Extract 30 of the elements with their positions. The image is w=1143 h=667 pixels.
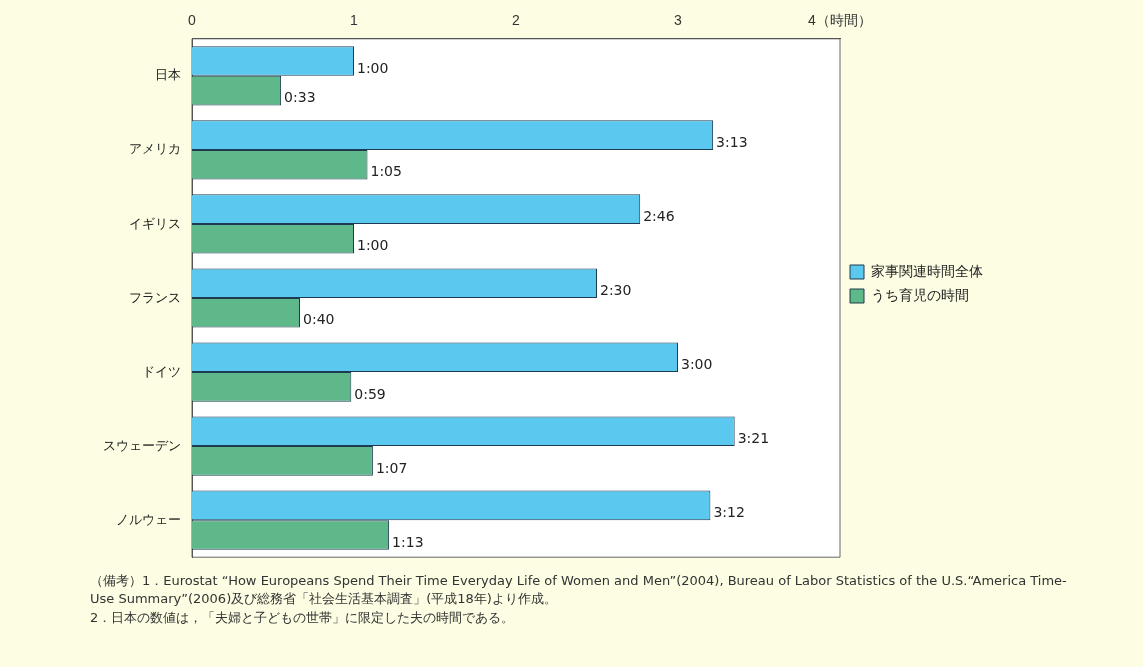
data-label: 1:07 [375,459,408,476]
x-tick-label: 4（時間） [808,12,872,29]
data-label: 1:00 [357,59,389,76]
x-tick-label: 3 [674,12,683,29]
legend-label: うち育児の時間 [871,286,969,303]
data-label: 1:00 [357,237,389,254]
x-tick-label: 1 [350,12,359,29]
y-tick-label: アメリカ [129,141,181,157]
data-label: 0:40 [303,311,335,328]
text: 2．日本の数値は，「夫婦と子どもの世帯」に限定した夫の時間である。 [90,609,516,627]
y-tick-label: 日本 [155,67,181,83]
data-label: 1:13 [392,533,424,550]
data-label: 2:30 [600,281,632,298]
y-tick-label: フランス [129,289,181,305]
legend-label: 家事関連時間全体 [871,262,983,279]
data-label: 0:33 [284,89,316,106]
data-label: 3:00 [681,355,713,372]
x-tick-label: 0 [188,12,197,29]
y-tick-label: イギリス [129,215,181,231]
data-label: 1:05 [370,163,402,180]
data-label: 3:13 [716,133,748,150]
text: （備考）1．Eurostat “How Europeans Spend Their Time Everyday Life of Women and Men”(2004), Bureau of Labor Statistics of the U.S.“America Time-Use Summary”(2006)及び総務省「社会生活基本調査」(平成18年)より作成。 [90,572,1068,608]
y-tick-label: ドイツ [142,363,181,379]
x-tick-label: 2 [512,12,521,29]
data-label: 0:59 [354,385,386,402]
data-label: 3:12 [713,504,745,520]
y-tick-label: ノルウェー [116,511,181,527]
data-label: 3:21 [737,429,770,446]
y-tick-label: スウェーデン [103,437,181,453]
data-label: 2:46 [643,207,675,224]
